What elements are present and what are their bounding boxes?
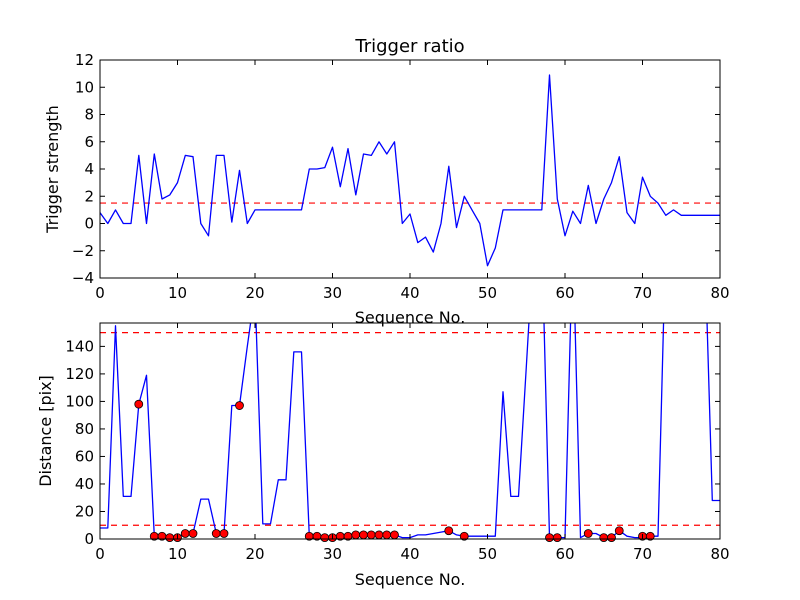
- series-line: [100, 323, 720, 539]
- x-tick-label: 0: [95, 284, 105, 302]
- trigger-ratio-chart: Trigger ratio Sequence No. Trigger stren…: [43, 36, 730, 327]
- y-tick-label: 100: [65, 392, 94, 410]
- x-tick-label: 80: [710, 284, 729, 302]
- y-axis-label: Trigger strength: [43, 105, 62, 234]
- x-tick-label: 40: [400, 284, 419, 302]
- x-tick-label: 20: [245, 545, 264, 563]
- y-tick-label: 120: [65, 365, 94, 383]
- x-tick-label: 60: [555, 284, 574, 302]
- y-tick-label: 20: [75, 502, 94, 520]
- data-point: [645, 531, 655, 541]
- y-tick-label: 60: [75, 447, 94, 465]
- chart-title: Trigger ratio: [354, 36, 464, 57]
- plot-frame: [99, 322, 721, 540]
- y-tick-label: 12: [75, 51, 94, 69]
- x-tick-label: 80: [710, 545, 729, 563]
- data-point: [444, 526, 454, 536]
- data-point: [134, 399, 144, 409]
- distance-chart: Sequence No. Distance [pix] 0 10 20 30 40 50 6…: [36, 322, 730, 589]
- y-tick-label: 0: [84, 530, 94, 548]
- x-tick-label: 50: [478, 545, 497, 563]
- x-tick-label: 40: [400, 545, 419, 563]
- data-point: [374, 530, 384, 540]
- y-tick-label: 10: [75, 78, 94, 96]
- y-tick-label: 80: [75, 420, 94, 438]
- data-point: [390, 530, 399, 540]
- x-tick-label: 60: [555, 545, 574, 563]
- y-tick-label: 4: [84, 160, 94, 178]
- x-tick-label: 30: [323, 545, 342, 563]
- x-tick-label: 70: [633, 545, 652, 563]
- data-point: [188, 529, 198, 538]
- data-point: [545, 533, 554, 543]
- data-point: [366, 530, 376, 540]
- x-axis-label: Sequence No.: [355, 570, 466, 589]
- x-tick-label: 0: [95, 545, 105, 563]
- y-tick-label: 2: [84, 187, 94, 205]
- x-tick-label: 50: [478, 284, 497, 302]
- data-point: [599, 533, 609, 543]
- y-tick-label: −2: [72, 242, 94, 260]
- plot-frame: [99, 59, 721, 279]
- data-point: [320, 533, 330, 543]
- x-tick-label: 20: [245, 284, 264, 302]
- y-tick-label: 140: [65, 337, 94, 355]
- data-point: [351, 530, 361, 540]
- data-point: [180, 529, 190, 538]
- data-point: [382, 530, 392, 540]
- y-tick-label: 8: [84, 106, 94, 124]
- data-point: [459, 531, 469, 541]
- data-point: [552, 533, 562, 543]
- x-tick-label: 70: [633, 284, 652, 302]
- data-point: [219, 529, 229, 538]
- data-point: [583, 529, 593, 538]
- data-point: [359, 530, 368, 540]
- data-point: [235, 401, 244, 410]
- y-axis-label: Distance [pix]: [36, 375, 55, 487]
- x-tick-label: 30: [323, 284, 342, 302]
- data-point: [607, 533, 616, 543]
- x-tick-label: 10: [168, 545, 187, 563]
- y-tick-label: 0: [84, 215, 94, 233]
- data-point: [211, 529, 221, 538]
- y-tick-label: 40: [75, 475, 94, 493]
- y-tick-label: 6: [84, 133, 94, 151]
- series-line: [100, 74, 720, 267]
- data-point: [614, 526, 624, 536]
- x-tick-label: 10: [168, 284, 187, 302]
- data-point: [165, 533, 175, 543]
- x-axis-label: Sequence No.: [355, 308, 466, 327]
- y-tick-label: −4: [72, 269, 94, 287]
